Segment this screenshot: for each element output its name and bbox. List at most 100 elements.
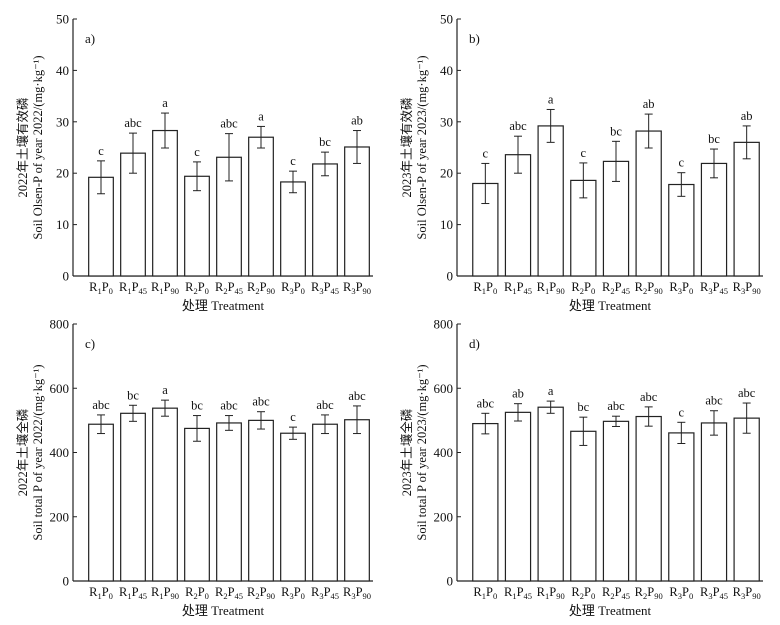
x-tick-label: R1P45 xyxy=(504,585,532,601)
label-part: R xyxy=(311,585,320,599)
subscript: 45 xyxy=(139,286,148,296)
subscript: 90 xyxy=(556,591,565,601)
subscript: 45 xyxy=(235,286,244,296)
bar xyxy=(504,411,532,582)
y-tick-label: 30 xyxy=(440,114,453,129)
label-part: P xyxy=(549,280,556,294)
label-part: R xyxy=(473,280,482,294)
subscript: 1 xyxy=(482,591,486,601)
bar xyxy=(700,162,728,277)
subscript: 90 xyxy=(752,591,761,601)
subscript: 2 xyxy=(193,286,197,296)
bar xyxy=(216,422,242,582)
subscript: 3 xyxy=(319,286,323,296)
bar xyxy=(120,412,146,582)
subscript: 0 xyxy=(591,286,595,296)
subscript: 2 xyxy=(610,591,614,601)
significance-letter: ab xyxy=(512,387,524,401)
subscript: 3 xyxy=(289,286,293,296)
panel-label: c) xyxy=(85,336,95,351)
subscript: 0 xyxy=(205,591,209,601)
significance-letter: abc xyxy=(607,399,625,413)
y-tick-label: 200 xyxy=(50,509,70,524)
subscript: 3 xyxy=(708,591,712,601)
x-tick-label: R3P90 xyxy=(733,585,761,601)
label-part: R xyxy=(602,280,611,294)
significance-letter: abc xyxy=(316,398,334,412)
label-part: R xyxy=(733,585,742,599)
label-part: P xyxy=(294,280,301,294)
label-part: P xyxy=(745,585,752,599)
bar xyxy=(184,427,210,582)
significance-letter: c xyxy=(483,146,489,160)
label-part: P xyxy=(132,280,139,294)
subscript: 3 xyxy=(741,591,745,601)
subscript: 3 xyxy=(741,286,745,296)
label-part: P xyxy=(713,585,720,599)
subscript: 90 xyxy=(267,591,276,601)
label-part: R xyxy=(247,585,256,599)
label-part: P xyxy=(682,280,689,294)
bar xyxy=(537,125,564,277)
label-part: R xyxy=(700,585,709,599)
label-part: R xyxy=(733,280,742,294)
label-part: P xyxy=(517,280,524,294)
significance-letter: abc xyxy=(509,119,527,133)
subscript: 2 xyxy=(255,286,259,296)
x-tick-label: R1P45 xyxy=(119,585,147,601)
label-part: R xyxy=(89,585,98,599)
subscript: 45 xyxy=(720,591,729,601)
subscript: 90 xyxy=(267,286,276,296)
y-tick-label: 600 xyxy=(50,381,70,396)
significance-letter: ab xyxy=(351,114,363,128)
label-part: R xyxy=(602,585,611,599)
label-part: P xyxy=(356,585,363,599)
y-axis-title-cn: 2023年土壤有效磷 xyxy=(399,97,414,198)
subscript: 2 xyxy=(580,591,584,601)
subscript: 0 xyxy=(301,591,305,601)
label-part: P xyxy=(682,585,689,599)
bar xyxy=(248,419,274,582)
bar xyxy=(312,163,338,277)
significance-letter: a xyxy=(162,96,168,110)
subscript: 3 xyxy=(678,286,682,296)
bar xyxy=(537,406,564,582)
subscript: 45 xyxy=(524,591,533,601)
x-axis-title: 处理 Treatment xyxy=(569,298,652,313)
x-axis-title: 处理 Treatment xyxy=(182,298,265,313)
subscript: 3 xyxy=(351,591,355,601)
bar xyxy=(120,152,146,277)
x-tick-label: R1P0 xyxy=(473,585,497,601)
label-part: P xyxy=(260,585,267,599)
subscript: 2 xyxy=(255,591,259,601)
y-tick-label: 50 xyxy=(56,12,69,27)
label-part: R xyxy=(669,585,678,599)
significance-letter: ab xyxy=(643,97,655,111)
y-tick-label: 600 xyxy=(434,381,454,396)
significance-letter: abc xyxy=(477,396,495,410)
significance-letter: abc xyxy=(348,389,366,403)
significance-letter: abc xyxy=(92,398,110,412)
significance-letter: c xyxy=(290,410,296,424)
subscript: 45 xyxy=(331,591,340,601)
y-axis-title-cn: 2022年土壤有效磷 xyxy=(15,97,30,198)
label-part: P xyxy=(164,585,171,599)
y-axis-title-cn: 2023年土壤全磷 xyxy=(399,408,414,496)
subscript: 2 xyxy=(643,591,647,601)
x-tick-label: R3P45 xyxy=(311,585,339,601)
subscript: 2 xyxy=(223,286,227,296)
subscript: 90 xyxy=(556,286,565,296)
label-part: P xyxy=(132,585,139,599)
label-part: R xyxy=(343,585,352,599)
bar xyxy=(152,407,178,582)
bar xyxy=(344,146,370,277)
x-tick-label: R1P90 xyxy=(537,280,565,296)
y-tick-label: 0 xyxy=(447,574,454,589)
label-part: P xyxy=(549,585,556,599)
x-tick-label: R2P0 xyxy=(571,585,595,601)
subscript: 90 xyxy=(654,591,663,601)
panel-label: d) xyxy=(469,336,480,351)
bar xyxy=(472,422,499,582)
